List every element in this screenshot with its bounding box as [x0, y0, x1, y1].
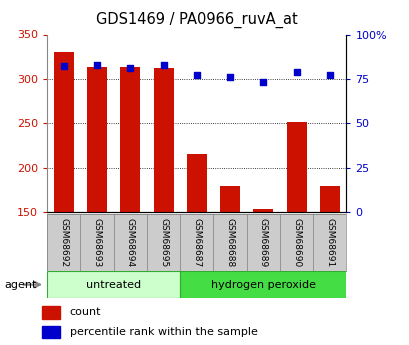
Bar [47, 214, 80, 271]
Text: GSM68690: GSM68690 [291, 218, 300, 267]
Bar [253, 209, 273, 212]
Bar [246, 214, 279, 271]
Bar [153, 68, 173, 212]
Point [160, 62, 166, 68]
Bar [180, 271, 346, 298]
Bar [113, 214, 146, 271]
Text: GDS1469 / PA0966_ruvA_at: GDS1469 / PA0966_ruvA_at [96, 12, 297, 28]
Bar [80, 214, 113, 271]
Text: agent: agent [4, 280, 36, 289]
Point [326, 72, 332, 78]
Text: untreated: untreated [86, 280, 141, 289]
Bar [54, 52, 74, 212]
Point [61, 64, 67, 69]
Bar [220, 186, 239, 212]
Text: GSM68691: GSM68691 [324, 218, 333, 267]
Text: count: count [70, 307, 101, 317]
Text: GSM68688: GSM68688 [225, 218, 234, 267]
Bar [286, 121, 306, 212]
Bar [146, 214, 180, 271]
Bar [319, 186, 339, 212]
Bar [42, 326, 60, 338]
Point [193, 72, 200, 78]
Bar [187, 155, 206, 212]
Point [94, 62, 100, 68]
Text: hydrogen peroxide: hydrogen peroxide [210, 280, 315, 289]
Point [259, 80, 266, 85]
Text: GSM68687: GSM68687 [192, 218, 201, 267]
Bar [120, 67, 140, 212]
Text: GSM68693: GSM68693 [92, 218, 101, 267]
Bar [47, 271, 180, 298]
Bar [213, 214, 246, 271]
Text: GSM68689: GSM68689 [258, 218, 267, 267]
Text: percentile rank within the sample: percentile rank within the sample [70, 327, 257, 337]
Bar [279, 214, 312, 271]
Point [127, 66, 133, 71]
Text: GSM68695: GSM68695 [159, 218, 168, 267]
Bar [42, 306, 60, 318]
Point [226, 75, 233, 80]
Bar [87, 67, 107, 212]
Bar [180, 214, 213, 271]
Bar [312, 214, 346, 271]
Point [292, 69, 299, 75]
Text: GSM68694: GSM68694 [126, 218, 135, 267]
Text: GSM68692: GSM68692 [59, 218, 68, 267]
